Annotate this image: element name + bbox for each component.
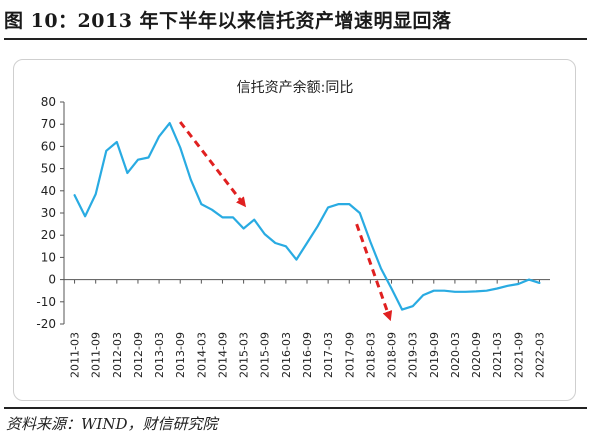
y-tick-label: 40: [41, 184, 56, 198]
x-tick-label: 2015-09: [259, 332, 272, 378]
x-tick-label: 2015-03: [238, 332, 251, 378]
y-tick-label: 80: [41, 95, 56, 109]
x-tick-label: 2011-09: [90, 332, 103, 378]
chart-title: 信托资产余额:同比: [237, 79, 354, 96]
x-tick-label: 2017-09: [343, 332, 356, 378]
x-tick-label: 2016-09: [301, 332, 314, 378]
trend-arrow: [355, 223, 393, 322]
y-tick-label: 10: [41, 250, 56, 264]
x-tick-label: 2014-09: [216, 332, 229, 378]
x-tick-label: 2016-03: [280, 332, 293, 378]
figure-title: 图 10：2013 年下半年以来信托资产增速明显回落: [4, 10, 452, 32]
x-tick-label: 2013-03: [153, 332, 166, 378]
x-tick-label: 2022-03: [533, 332, 546, 378]
y-tick-label: 70: [41, 117, 56, 131]
x-tick-label: 2017-03: [322, 332, 335, 378]
x-tick-label: 2018-03: [364, 332, 377, 378]
series-group: [73, 121, 541, 311]
y-tick-label: 0: [48, 273, 56, 287]
title-rule: [4, 38, 587, 40]
x-axis-ticks: 2011-03 2011-09 2012-03 2012-09 2013-03 2013-…: [69, 279, 546, 378]
chart-panel: 信托资产余额:同比 80 70 60 50 40 30 20 10 0 -10 -20 2011-0…: [13, 59, 576, 401]
x-tick-label: 2011-03: [69, 332, 82, 378]
x-tick-label: 2020-09: [470, 332, 483, 378]
x-tick-label: 2014-03: [195, 332, 208, 378]
y-tick-label: -20: [36, 317, 56, 331]
y-tick-label: 50: [41, 162, 56, 176]
y-axis-ticks: 80 70 60 50 40 30 20 10 0 -10 -20: [36, 95, 64, 331]
x-tick-label: 2012-03: [111, 332, 124, 378]
y-tick-label: 30: [41, 206, 56, 220]
y-tick-label: 20: [41, 228, 56, 242]
y-tick-label: 60: [41, 139, 56, 153]
source-rule: [4, 407, 587, 409]
trend-arrows: [179, 121, 393, 322]
x-tick-label: 2019-09: [428, 332, 441, 378]
x-tick-label: 2019-03: [407, 332, 420, 378]
x-tick-label: 2012-09: [132, 332, 145, 378]
y-tick-label: -10: [36, 295, 56, 309]
x-tick-label: 2020-03: [449, 332, 462, 378]
series-line: [73, 121, 541, 311]
trend-arrow: [179, 121, 247, 208]
x-tick-label: 2013-09: [174, 332, 187, 378]
x-tick-label: 2021-03: [491, 332, 504, 378]
x-tick-label: 2018-09: [386, 332, 399, 378]
line-chart: 信托资产余额:同比 80 70 60 50 40 30 20 10 0 -10 -20 2011-0…: [36, 79, 550, 378]
source-note: 资料来源：WIND，财信研究院: [6, 415, 218, 433]
x-tick-label: 2021-09: [512, 332, 525, 378]
